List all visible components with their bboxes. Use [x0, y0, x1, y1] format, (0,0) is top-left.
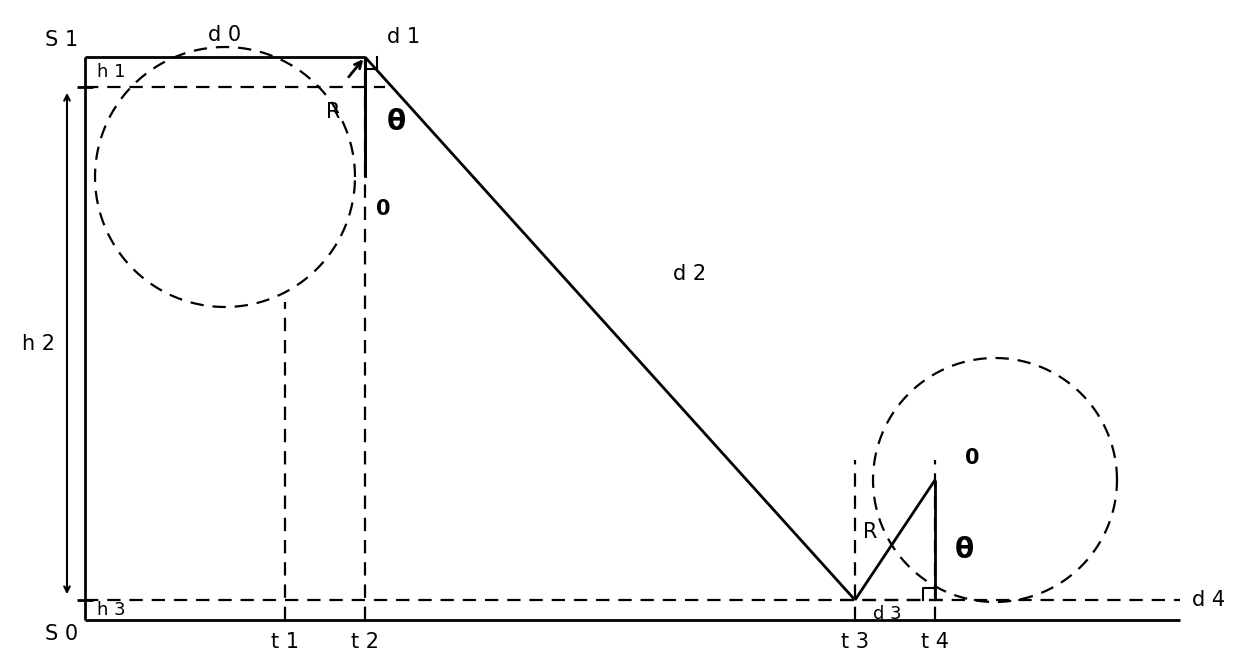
- Text: d 3: d 3: [873, 605, 901, 623]
- Text: S 0: S 0: [45, 624, 78, 644]
- Text: 0: 0: [965, 448, 980, 468]
- Text: S 1: S 1: [45, 30, 78, 50]
- Text: d 2: d 2: [673, 263, 707, 284]
- Text: t 1: t 1: [272, 632, 299, 652]
- Text: θ: θ: [955, 536, 975, 564]
- Text: t 2: t 2: [351, 632, 379, 652]
- Text: d 0: d 0: [208, 25, 242, 45]
- Text: θ: θ: [387, 108, 407, 136]
- Text: 0: 0: [376, 199, 391, 219]
- Text: h 3: h 3: [97, 601, 125, 619]
- Text: d 4: d 4: [1192, 590, 1225, 610]
- Text: d 1: d 1: [387, 27, 420, 47]
- Text: R: R: [863, 522, 877, 542]
- Text: t 3: t 3: [841, 632, 869, 652]
- Text: h 1: h 1: [97, 63, 125, 81]
- Text: R: R: [326, 102, 340, 122]
- Text: h 2: h 2: [22, 333, 55, 353]
- Text: t 4: t 4: [921, 632, 949, 652]
